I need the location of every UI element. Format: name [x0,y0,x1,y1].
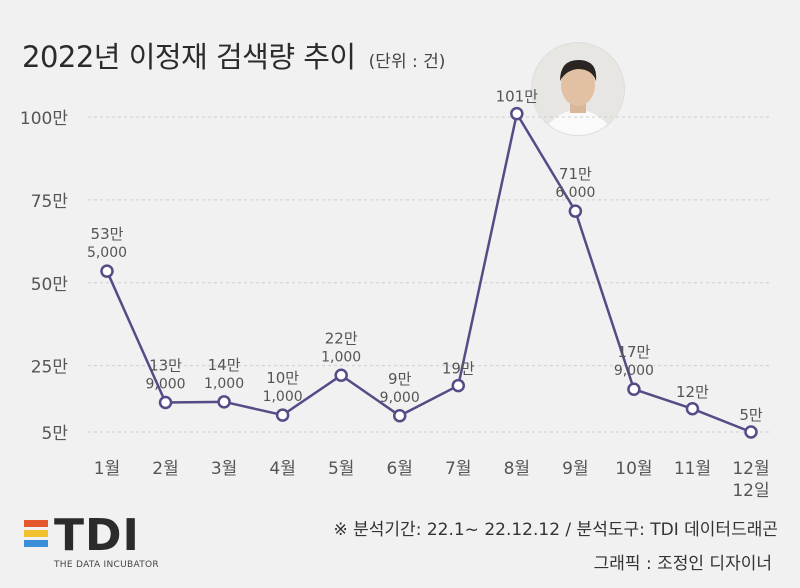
data-labels: 53만 5,000 13만 9,000 14만 1,000 10만 1,000 22만 1,000… [87,88,763,424]
data-label-value: 12만 [676,383,709,401]
x-tick-label: 1월 [94,459,120,479]
data-label-value: 101만 [496,88,539,106]
data-point [627,382,641,396]
data-label-value: 71만 [559,165,592,183]
x-tick-label: 10월 [615,459,652,479]
x-axis-ticks: 1월 2월 3월 4월 5월 6월 7월 8월 9월 10월 11월 12월 12일 [94,459,770,501]
y-tick-label: 25만 [31,358,69,378]
data-point [158,395,173,410]
x-tick-label: 2월 [152,459,178,479]
x-tick-label: 11월 [674,459,711,479]
data-point [275,408,290,422]
person-photo [531,42,625,136]
logo-bar-blue [24,540,48,547]
data-label-value: 19만 [442,360,475,378]
x-tick-label: 9월 [562,459,588,479]
data-label-detail: 1,000 [204,376,244,392]
data-point [451,378,466,393]
y-axis-ticks: 5만 25만 50만 75만 100만 [20,109,68,444]
data-label-value: 5만 [739,406,763,424]
logo-text: TDI [54,510,140,561]
data-label-value: 9만 [388,370,412,388]
data-point [510,106,524,121]
data-point [100,264,114,278]
data-point [392,409,407,423]
data-label-detail: 9,000 [145,376,185,392]
logo-bar-yellow [24,530,48,537]
data-label-detail: 6,000 [555,185,595,201]
x-tick-label: 3월 [211,459,237,479]
data-point [334,368,348,383]
x-tick-label: 8월 [504,459,530,479]
person-photo-illustration [532,43,624,135]
x-tick-label: 4월 [269,459,295,479]
y-tick-label: 5만 [42,424,69,444]
data-point [744,425,758,439]
logo-subtitle: THE DATA INCUBATOR [54,560,159,570]
data-label-value: 10만 [266,369,299,387]
series-line [105,110,752,434]
x-tick-label: 12월 12일 [732,459,769,501]
y-tick-label: 50만 [31,275,69,295]
data-point [685,402,700,416]
data-label-detail: 1,000 [263,389,303,405]
data-label-detail: 1,000 [321,349,361,365]
data-label-detail: 9,000 [614,363,654,379]
graphic-credit: 그래픽 : 조정인 디자이너 [593,554,772,574]
x-tick-label: 6월 [386,459,412,479]
y-tick-label: 75만 [31,192,69,212]
source-note: ※ 분석기간: 22.1~ 22.12.12 / 분석도구: TDI 데이터드래… [333,520,778,540]
data-label-value: 22만 [325,329,358,347]
logo-bars [24,520,48,550]
data-label-detail: 9,000 [380,390,420,406]
data-label-value: 17만 [617,343,650,361]
x-tick-label: 5월 [328,459,354,479]
data-label-value: 13만 [149,356,182,374]
data-point [217,395,231,409]
data-point [568,204,583,218]
grid-lines [88,116,770,433]
chart-title: 2022년 이정재 검색량 추이 [22,40,356,74]
data-label-detail: 5,000 [87,245,127,261]
logo-bar-red [24,520,48,527]
y-tick-label: 100만 [20,109,68,129]
data-label-value: 14만 [208,356,241,374]
title-block: 2022년 이정재 검색량 추이 (단위 : 건) [22,34,445,76]
data-points [100,106,758,439]
x-tick-label: 7월 [445,459,471,479]
data-label-value: 53만 [91,225,124,243]
unit-label: (단위 : 건) [368,52,446,72]
